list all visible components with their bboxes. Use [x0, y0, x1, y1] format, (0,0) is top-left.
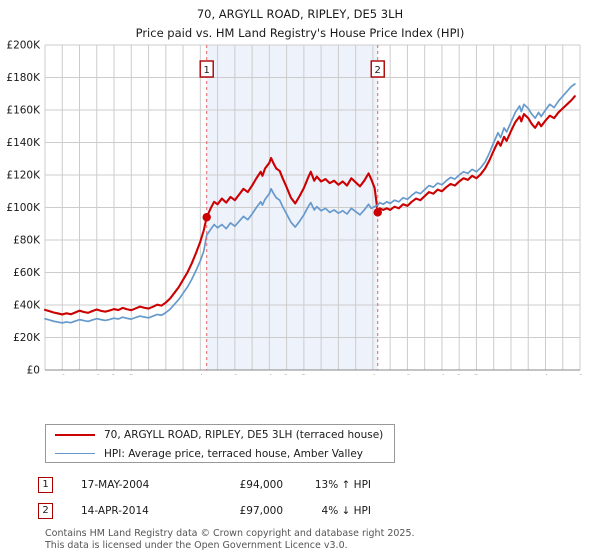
- sale-point-marker: [373, 208, 382, 217]
- x-axis-tick-label: 2025: [557, 374, 569, 375]
- legend-item-hpi: HPI: Average price, terraced house, Ambe…: [46, 444, 394, 463]
- sales-table: 1 17-MAY-2004 £94,000 13% ↑ HPI 2 14-APR…: [38, 472, 458, 524]
- x-axis-tick-label: 2015: [385, 374, 397, 375]
- x-axis-tick-label: 2009: [281, 374, 293, 375]
- sale-hpi-delta: 13% ↑ HPI: [314, 479, 371, 491]
- y-axis-tick-label: £40K: [13, 300, 41, 312]
- sale-marker-box: [199, 60, 214, 78]
- x-axis-tick-label: 2011: [316, 374, 328, 375]
- y-axis-tick-label: £200K: [6, 40, 41, 52]
- x-axis-tick-label: 1996: [57, 374, 69, 375]
- x-axis-tick-label: 2002: [160, 374, 172, 375]
- x-axis-tick-label: 2004: [195, 374, 207, 375]
- x-axis-tick-label: 2008: [264, 374, 276, 375]
- footer-attribution: Contains HM Land Registry data © Crown c…: [45, 528, 585, 551]
- x-axis-tick-label: 2018: [437, 374, 449, 375]
- page-title: 70, ARGYLL ROAD, RIPLEY, DE5 3LH: [196, 7, 404, 21]
- x-axis-tick-label: 2022: [506, 374, 518, 375]
- chart-canvas: £0 £20K £40K £60K £80K £100K £120K £140K £160K £1…: [6, 40, 587, 375]
- price-history-chart: £0 £20K £40K £60K £80K £100K £120K £140K £160K £1…: [0, 40, 600, 375]
- sale-date: 17-MAY-2004: [81, 479, 150, 491]
- table-row[interactable]: 1 17-MAY-2004 £94,000 13% ↑ HPI: [38, 472, 458, 498]
- x-axis-tick-label: 2014: [368, 374, 380, 375]
- x-axis-tick-label: 2006: [229, 374, 241, 375]
- legend-label-hpi: HPI: Average price, terraced house, Ambe…: [104, 447, 363, 460]
- page-subtitle: Price paid vs. HM Land Registry's House …: [135, 26, 465, 40]
- x-axis-tick-label: 2021: [488, 374, 500, 375]
- x-axis-tick-label: 2017: [419, 374, 431, 375]
- x-axis-tick-label: 1998: [91, 374, 103, 375]
- series-line-hpi: [44, 83, 576, 324]
- sale-price: £94,000: [239, 479, 283, 491]
- x-axis-tick-label: 1997: [74, 374, 86, 375]
- sale-marker-label: 1: [204, 65, 210, 76]
- legend-swatch-hpi: [55, 453, 95, 454]
- x-axis-tick-label: 2024: [540, 374, 552, 375]
- x-axis-tick-label: 2013: [350, 374, 362, 375]
- sale-price: £97,000: [239, 505, 283, 517]
- legend-label-price-paid: 70, ARGYLL ROAD, RIPLEY, DE5 3LH (terrac…: [104, 428, 384, 441]
- sale-marker-index: 2: [38, 503, 53, 519]
- x-axis-tick-label: 2026: [575, 374, 587, 375]
- x-axis-tick-label: 2003: [178, 374, 190, 375]
- y-axis-tick-label: £140K: [6, 137, 41, 149]
- footer-line-copyright: Contains HM Land Registry data © Crown c…: [45, 528, 415, 539]
- y-axis-tick-label: £20K: [13, 332, 41, 344]
- x-axis-tick-label: 2000: [126, 374, 138, 375]
- x-axis-tick-label: 2012: [333, 374, 345, 375]
- sale-marker-box: [370, 60, 385, 78]
- x-axis-tick-label: 2001: [143, 374, 155, 375]
- y-axis-tick-label: £80K: [13, 235, 41, 247]
- x-axis-tick-label: 1995: [40, 374, 52, 375]
- sale-hpi-delta: 4% ↓ HPI: [321, 505, 371, 517]
- series-line-price-paid: [43, 95, 576, 316]
- chart-series: [43, 83, 576, 324]
- chart-titles: 70, ARGYLL ROAD, RIPLEY, DE5 3LH Price p…: [0, 0, 600, 40]
- sale-point-marker: [202, 213, 211, 222]
- y-axis-tick-label: £120K: [6, 170, 41, 182]
- y-axis-tick-label: £60K: [13, 267, 41, 279]
- x-axis-tick-label: 2007: [247, 374, 259, 375]
- footer-line-licence: This data is licensed under the Open Gov…: [45, 539, 348, 551]
- sale-marker-index: 1: [38, 477, 53, 493]
- x-axis-tick-label: 2016: [402, 374, 414, 375]
- x-axis-tick-label: 2023: [523, 374, 535, 375]
- chart-gridlines: [44, 44, 581, 371]
- x-axis-labels: 1995 1996 1997 1998 1999 2000 2001 2002 2003 2004…: [40, 374, 587, 375]
- x-axis-tick-label: 2010: [298, 374, 310, 375]
- legend-swatch-price-paid: [55, 433, 95, 436]
- sale-marker-label: 2: [375, 65, 381, 76]
- legend-item-price-paid: 70, ARGYLL ROAD, RIPLEY, DE5 3LH (terrac…: [46, 425, 394, 444]
- x-axis-tick-label: 2005: [212, 374, 224, 375]
- table-row[interactable]: 2 14-APR-2014 £97,000 4% ↓ HPI: [38, 498, 458, 524]
- y-axis-tick-label: £160K: [6, 105, 41, 117]
- y-axis-tick-label: £100K: [6, 202, 41, 214]
- sale-date: 14-APR-2014: [81, 505, 149, 517]
- x-axis-tick-label: 2020: [471, 374, 483, 375]
- y-axis-labels: £0 £20K £40K £60K £80K £100K £120K £140K £160K £1…: [6, 40, 41, 375]
- y-axis-tick-label: £0: [27, 365, 40, 376]
- x-axis-tick-label: 2019: [454, 374, 466, 375]
- chart-legend: 70, ARGYLL ROAD, RIPLEY, DE5 3LH (terrac…: [45, 424, 395, 463]
- y-axis-tick-label: £180K: [6, 72, 41, 84]
- x-axis-tick-label: 1999: [109, 374, 121, 375]
